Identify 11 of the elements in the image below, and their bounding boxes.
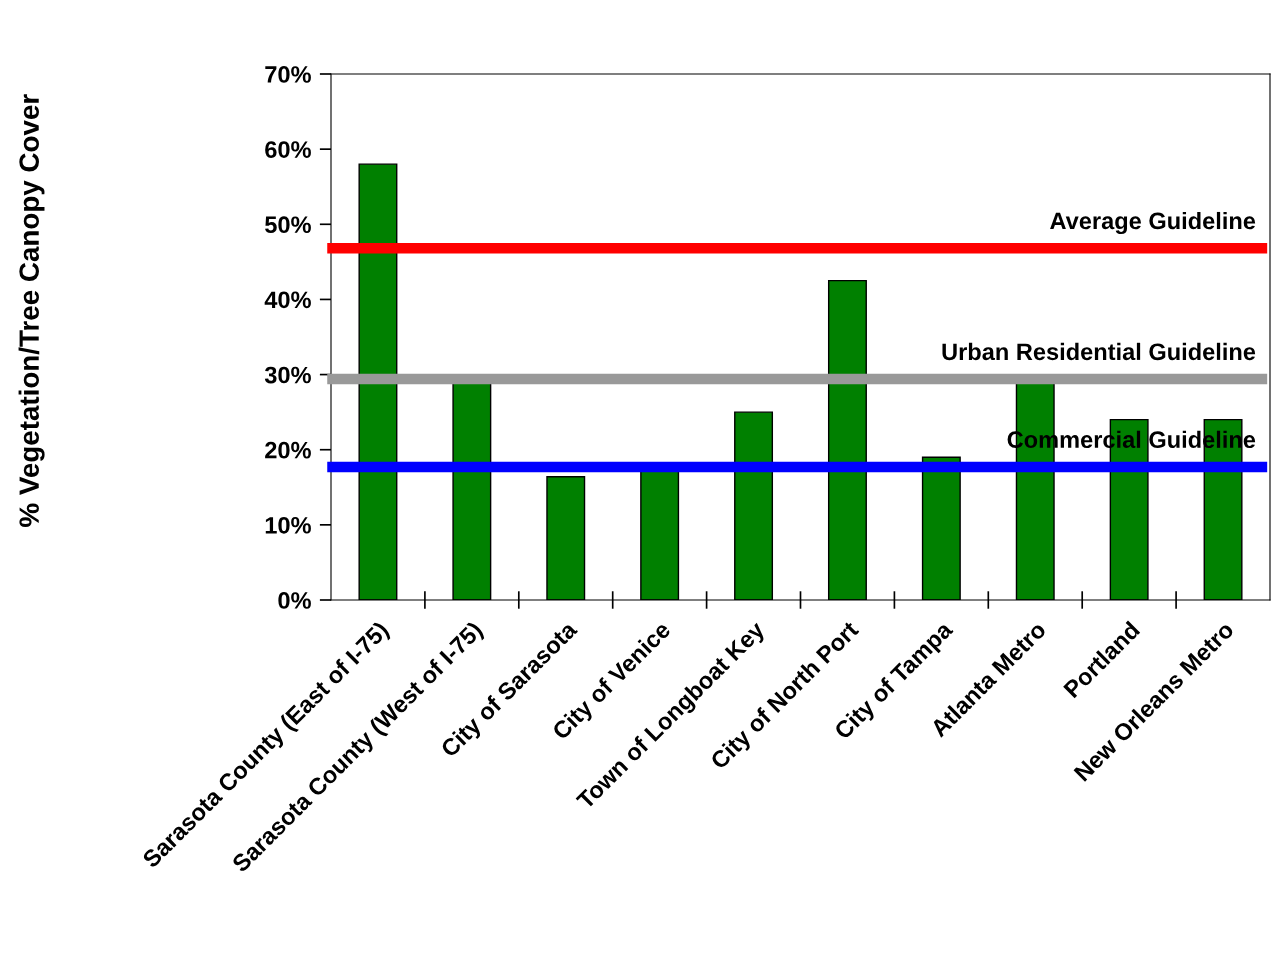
y-tick-label: 30% bbox=[264, 366, 311, 384]
y-axis-title: % Vegetation/Tree Canopy Cover bbox=[18, 94, 45, 527]
y-tick-label: 50% bbox=[265, 216, 311, 234]
y-tick-label: 0% bbox=[278, 592, 311, 609]
ref-line-label: Average Guideline bbox=[1050, 211, 1256, 235]
ref-line-label: Urban Residential Guideline bbox=[942, 342, 1256, 361]
y-tick-label: 10% bbox=[265, 516, 311, 534]
y-tick-label: 40% bbox=[264, 291, 311, 309]
y-tick-label: 70% bbox=[265, 66, 311, 83]
y-tick-label: 20% bbox=[265, 441, 311, 459]
y-tick-label: 60% bbox=[265, 141, 311, 158]
